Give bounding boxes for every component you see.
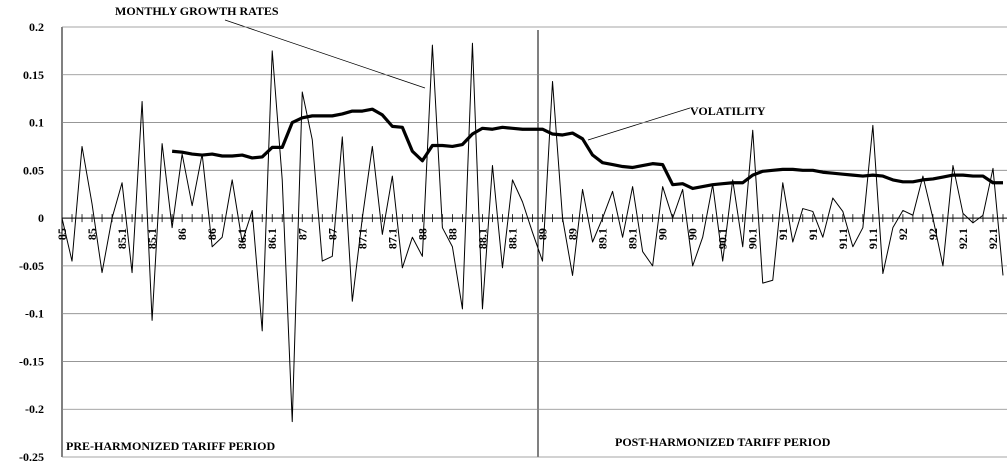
x-tick-label: 88.1 — [475, 228, 489, 249]
x-tick-label: 91 — [776, 228, 790, 240]
annotation-pointer — [224, 19, 426, 89]
y-tick-label: 0.1 — [29, 116, 44, 130]
x-tick-label: 92.1 — [956, 228, 970, 249]
x-tick-label: 85.1 — [115, 228, 129, 249]
x-tick-label: 86 — [205, 228, 219, 240]
annotation: POST-HARMONIZED TARIFF PERIOD — [615, 435, 831, 449]
x-tick-label: 86.1 — [265, 228, 279, 249]
y-tick-label: 0 — [38, 211, 44, 225]
series-line — [171, 107, 1003, 191]
x-tick-label: 91.1 — [836, 228, 850, 249]
annotation: PRE-HARMONIZED TARIFF PERIOD — [66, 439, 275, 453]
y-tick-label: -0.25 — [19, 450, 44, 464]
x-tick-label: 88.1 — [505, 228, 519, 249]
series-line — [61, 42, 1004, 423]
x-tick-label: 87.1 — [355, 228, 369, 249]
y-tick-label: 0.15 — [23, 68, 44, 82]
x-tick-label: 87.1 — [385, 228, 399, 249]
x-tick-label: 89 — [536, 228, 550, 240]
x-tick-label: 90.1 — [716, 228, 730, 249]
x-tick-label: 90.1 — [746, 228, 760, 249]
x-tick-label: 90 — [656, 228, 670, 240]
x-tick-label: 89.1 — [596, 228, 610, 249]
x-tick-label: 87 — [325, 228, 339, 240]
x-tick-label: 88 — [415, 228, 429, 240]
y-tick-label: 0.2 — [29, 20, 44, 34]
annotation-pointer — [587, 107, 691, 141]
x-tick-label: 91 — [806, 228, 820, 240]
x-tick-label: 89 — [566, 228, 580, 240]
x-tick-label: 87 — [295, 228, 309, 240]
x-tick-label: 92 — [926, 228, 940, 240]
annotation: MONTHLY GROWTH RATES — [115, 4, 279, 18]
y-tick-label: 0.05 — [23, 163, 44, 177]
y-tick-label: -0.15 — [19, 354, 44, 368]
y-tick-label: -0.05 — [19, 259, 44, 273]
x-tick-label: 88 — [445, 228, 459, 240]
x-tick-label: 92 — [896, 228, 910, 240]
x-tick-label: 89.1 — [626, 228, 640, 249]
x-tick-label: 91.1 — [866, 228, 880, 249]
x-tick-label: 86.1 — [235, 228, 249, 249]
x-tick-label: 92.1 — [986, 228, 1000, 249]
annotation: VOLATILITY — [690, 104, 766, 118]
y-tick-label: -0.1 — [25, 307, 44, 321]
y-tick-label: -0.2 — [25, 402, 44, 416]
x-tick-label: 86 — [175, 228, 189, 240]
